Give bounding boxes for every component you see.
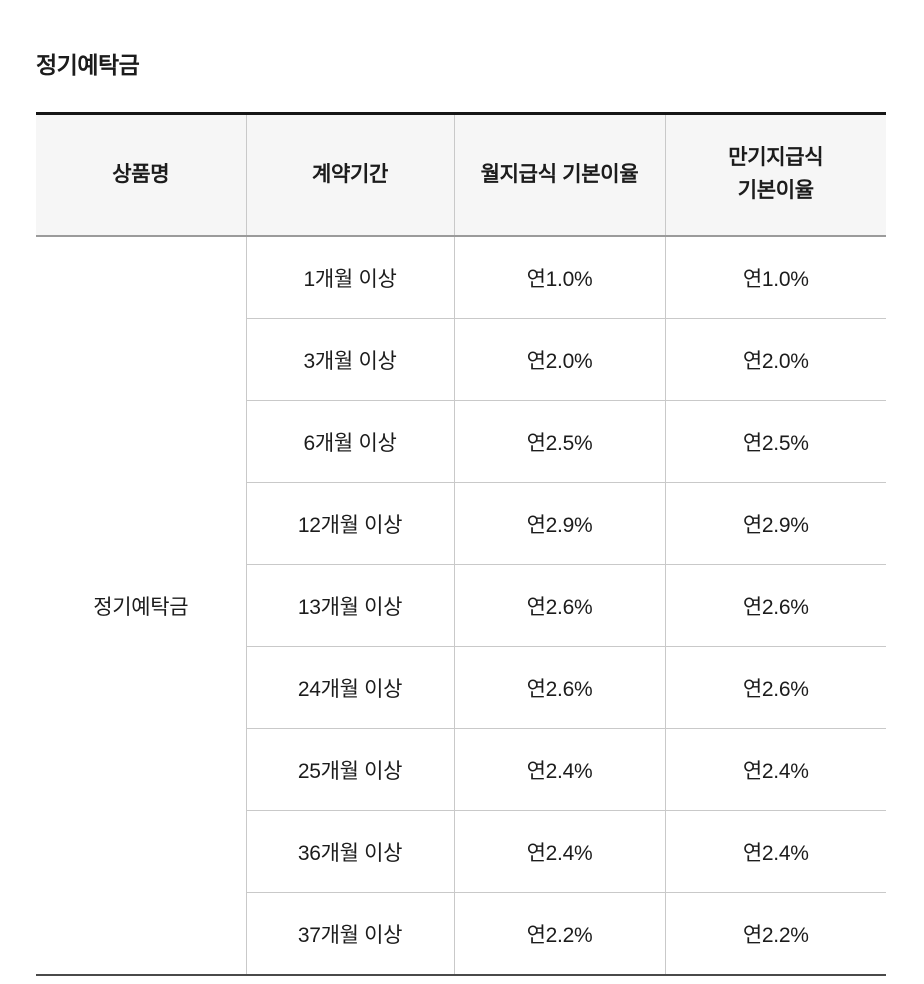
monthly-rate-cell: 연2.4% — [454, 810, 666, 893]
maturity-rate-cell: 연2.9% — [665, 482, 886, 565]
contract-period-cell: 37개월 이상 — [246, 892, 455, 975]
maturity-rate-cell: 연2.4% — [665, 728, 886, 811]
table-row: 36개월 이상 연2.4% 연2.4% — [36, 810, 886, 893]
maturity-rate-cell: 연1.0% — [665, 236, 886, 319]
product-name-cell: 정기예탁금 — [36, 236, 247, 975]
column-header-maturity-rate: 만기지급식 기본이율 — [665, 113, 886, 237]
maturity-rate-cell: 연2.0% — [665, 318, 886, 401]
contract-period-cell: 12개월 이상 — [246, 482, 455, 565]
table-header-row: 상품명 계약기간 월지급식 기본이율 만기지급식 기본이율 — [36, 113, 886, 237]
contract-period-cell: 6개월 이상 — [246, 400, 455, 483]
maturity-rate-cell: 연2.6% — [665, 646, 886, 729]
table-header: 상품명 계약기간 월지급식 기본이율 만기지급식 기본이율 — [36, 113, 886, 237]
contract-period-cell: 3개월 이상 — [246, 318, 455, 401]
page-title: 정기예탁금 — [36, 52, 140, 78]
monthly-rate-cell: 연2.6% — [454, 564, 666, 647]
monthly-rate-cell: 연2.6% — [454, 646, 666, 729]
contract-period-cell: 13개월 이상 — [246, 564, 455, 647]
table-body: 정기예탁금 1개월 이상 연1.0% 연1.0% 3개월 이상 연2.0% 연2… — [36, 236, 886, 975]
contract-period-cell: 25개월 이상 — [246, 728, 455, 811]
table-row: 25개월 이상 연2.4% 연2.4% — [36, 728, 886, 811]
monthly-rate-cell: 연2.9% — [454, 482, 666, 565]
maturity-rate-cell: 연2.6% — [665, 564, 886, 647]
table-row: 6개월 이상 연2.5% 연2.5% — [36, 400, 886, 483]
maturity-rate-cell: 연2.4% — [665, 810, 886, 893]
monthly-rate-cell: 연2.0% — [454, 318, 666, 401]
monthly-rate-cell: 연2.5% — [454, 400, 666, 483]
column-header-product-name: 상품명 — [36, 113, 247, 237]
table-row: 정기예탁금 1개월 이상 연1.0% 연1.0% — [36, 236, 886, 975]
monthly-rate-cell: 연2.4% — [454, 728, 666, 811]
contract-period-cell: 1개월 이상 — [246, 236, 455, 319]
maturity-rate-cell: 연2.2% — [742, 923, 809, 947]
contract-period-cell: 24개월 이상 — [246, 646, 455, 729]
monthly-rate-cell: 연1.0% — [454, 236, 666, 319]
maturity-rate-cell: 연2.5% — [665, 400, 886, 483]
column-header-contract-period: 계약기간 — [246, 113, 455, 237]
table-row: 13개월 이상 연2.6% 연2.6% — [36, 564, 886, 647]
deposit-rate-table: 상품명 계약기간 월지급식 기본이율 만기지급식 기본이율 정기예탁금 1개월 … — [36, 112, 886, 976]
table-row: 12개월 이상 연2.9% 연2.9% — [36, 482, 886, 565]
table-row: 37개월 이상 연2.2% 연2.2% — [36, 892, 886, 975]
table-row: 3개월 이상 연2.0% 연2.0% — [36, 318, 886, 401]
monthly-rate-cell: 연2.2% — [454, 892, 666, 975]
table-row: 24개월 이상 연2.6% 연2.6% — [36, 646, 886, 729]
column-header-monthly-rate: 월지급식 기본이율 — [454, 113, 666, 237]
contract-period-cell: 36개월 이상 — [246, 810, 455, 893]
